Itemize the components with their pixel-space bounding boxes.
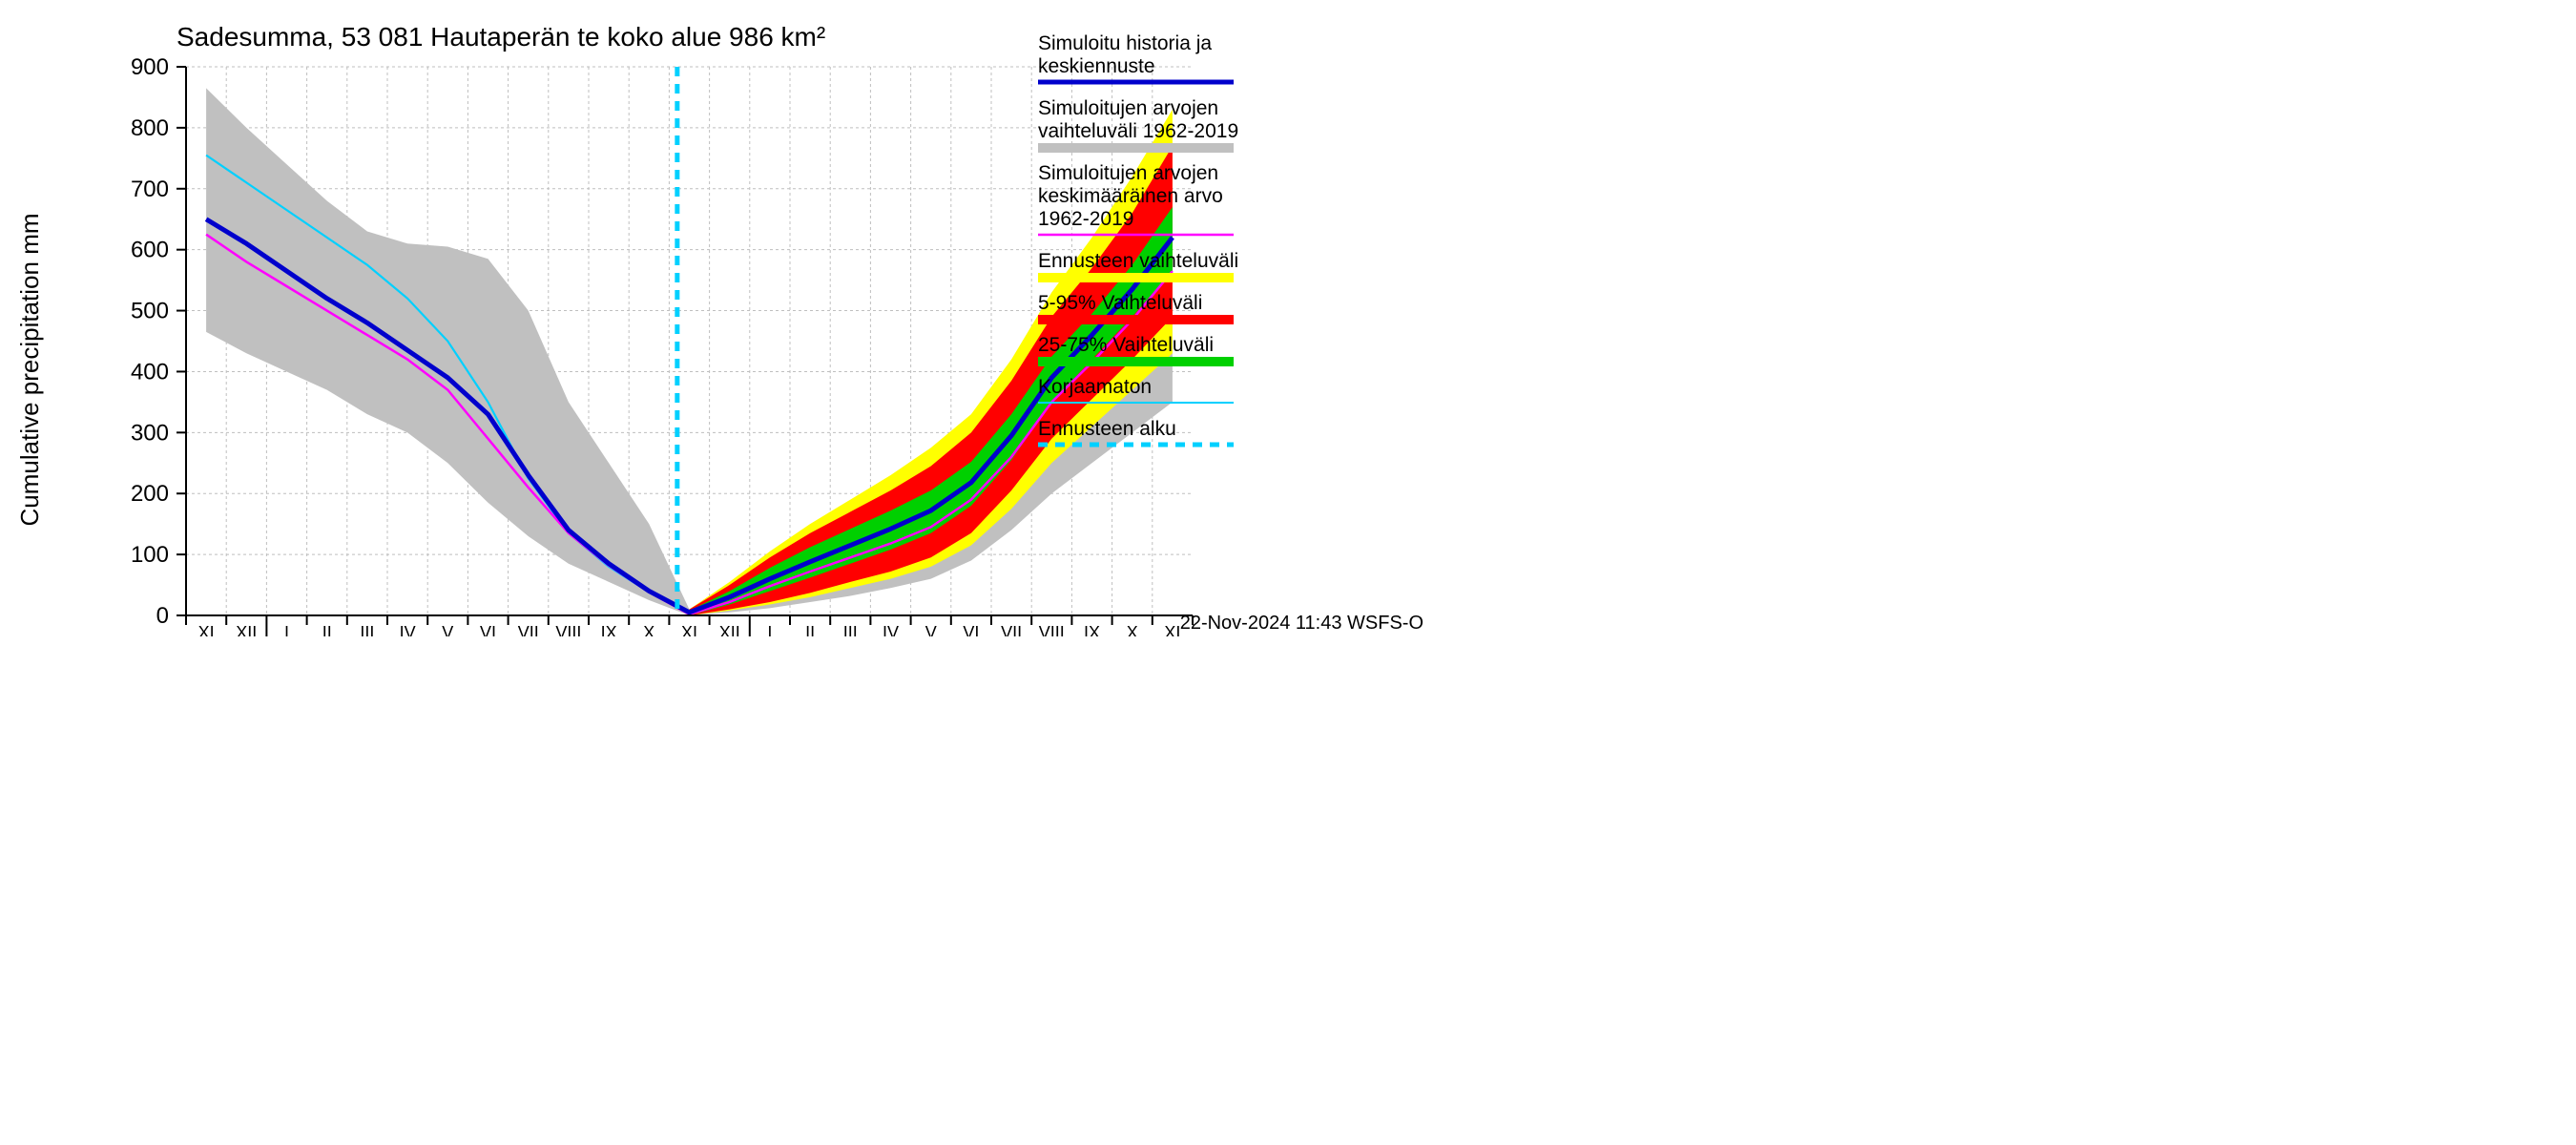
legend-label: Simuloitujen arvojen [1038, 162, 1218, 184]
legend-swatch [1038, 357, 1234, 366]
y-tick-label: 600 [131, 238, 169, 263]
x-month-label: IX [601, 623, 617, 636]
legend-label: keskimääräinen arvo [1038, 185, 1223, 207]
x-month-label: VII [1001, 623, 1022, 636]
legend-label: 1962-2019 [1038, 208, 1133, 230]
x-month-label: VIII [555, 623, 581, 636]
y-tick-label: 200 [131, 481, 169, 507]
x-month-label: I [767, 623, 772, 636]
y-tick-label: 100 [131, 542, 169, 568]
legend-swatch [1038, 143, 1234, 153]
y-tick-label: 900 [131, 54, 169, 80]
y-tick-label: 800 [131, 115, 169, 141]
x-month-label: IV [400, 623, 416, 636]
x-month-label: XI [198, 623, 215, 636]
legend-label: 5-95% Vaihteluväli [1038, 292, 1202, 314]
y-tick-label: 700 [131, 177, 169, 202]
y-tick-label: 400 [131, 359, 169, 385]
x-month-label: I [284, 623, 289, 636]
legend-swatch [1038, 315, 1234, 324]
legend-swatch [1038, 273, 1234, 282]
legend-label: Simuloitujen arvojen [1038, 97, 1218, 119]
x-month-label: IV [883, 623, 899, 636]
x-month-label: VII [518, 623, 539, 636]
legend-label: keskiennuste [1038, 55, 1155, 77]
y-axis-label: Cumulative precipitation mm [15, 213, 44, 526]
precipitation-chart: 0100200300400500600700800900XIXIIIIIIIII… [0, 0, 1431, 636]
x-month-label: X [1127, 623, 1138, 636]
x-month-label: VI [963, 623, 979, 636]
legend-label: Ennusteen vaihteluväli [1038, 250, 1238, 272]
legend-label: Korjaamaton [1038, 376, 1152, 398]
x-month-label: IX [1084, 623, 1100, 636]
x-month-label: V [925, 623, 937, 636]
x-month-label: III [843, 623, 858, 636]
x-month-label: II [805, 623, 815, 636]
x-month-label: V [442, 623, 453, 636]
x-month-label: XII [236, 623, 257, 636]
chart-title: Sadesumma, 53 081 Hautaperän te koko alu… [177, 22, 825, 52]
y-tick-label: 300 [131, 420, 169, 446]
x-month-label: VI [480, 623, 496, 636]
legend-label: 25-75% Vaihteluväli [1038, 334, 1214, 356]
x-month-label: XI [681, 623, 697, 636]
x-month-label: VIII [1039, 623, 1065, 636]
y-tick-label: 0 [156, 603, 169, 629]
legend-label: vaihteluväli 1962-2019 [1038, 120, 1238, 142]
legend-label: Ennusteen alku [1038, 418, 1176, 440]
x-month-label: X [643, 623, 654, 636]
x-month-label: III [360, 623, 374, 636]
legend-label: Simuloitu historia ja [1038, 32, 1212, 54]
x-month-label: XII [719, 623, 740, 636]
y-tick-label: 500 [131, 299, 169, 324]
x-month-label: II [322, 623, 332, 636]
x-month-label: XI [1164, 623, 1180, 636]
chart-footer: 22-Nov-2024 11:43 WSFS-O [1180, 613, 1423, 634]
